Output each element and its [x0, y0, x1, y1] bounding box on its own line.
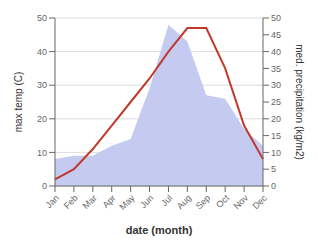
svg-text:Oct: Oct — [214, 193, 231, 210]
svg-text:20: 20 — [271, 114, 281, 124]
svg-text:Jan: Jan — [44, 193, 61, 210]
svg-text:15: 15 — [271, 131, 281, 141]
svg-text:med. precipitation (kg/m2): med. precipitation (kg/m2) — [294, 44, 305, 160]
svg-text:0: 0 — [42, 181, 47, 191]
svg-text:Dec: Dec — [251, 193, 270, 212]
svg-text:10: 10 — [271, 148, 281, 158]
svg-text:30: 30 — [271, 80, 281, 90]
svg-text:0: 0 — [271, 181, 276, 191]
svg-text:Sep: Sep — [194, 193, 212, 211]
svg-text:Jul: Jul — [159, 193, 174, 208]
svg-text:50: 50 — [271, 13, 281, 23]
svg-text:20: 20 — [37, 114, 47, 124]
svg-text:Aug: Aug — [175, 193, 193, 211]
svg-text:max temp (C): max temp (C) — [13, 72, 24, 133]
svg-text:45: 45 — [271, 30, 281, 40]
svg-text:50: 50 — [37, 13, 47, 23]
svg-text:35: 35 — [271, 64, 281, 74]
svg-text:40: 40 — [271, 47, 281, 57]
svg-text:25: 25 — [271, 97, 281, 107]
svg-text:Mar: Mar — [81, 193, 99, 211]
svg-text:Nov: Nov — [232, 193, 251, 212]
svg-text:date (month): date (month) — [126, 224, 193, 236]
svg-text:Feb: Feb — [62, 193, 80, 211]
svg-text:Jun: Jun — [138, 193, 155, 210]
svg-text:5: 5 — [271, 164, 276, 174]
svg-text:Apr: Apr — [101, 193, 118, 210]
svg-text:10: 10 — [37, 148, 47, 158]
svg-text:May: May — [117, 193, 136, 212]
svg-text:40: 40 — [37, 47, 47, 57]
svg-text:30: 30 — [37, 80, 47, 90]
